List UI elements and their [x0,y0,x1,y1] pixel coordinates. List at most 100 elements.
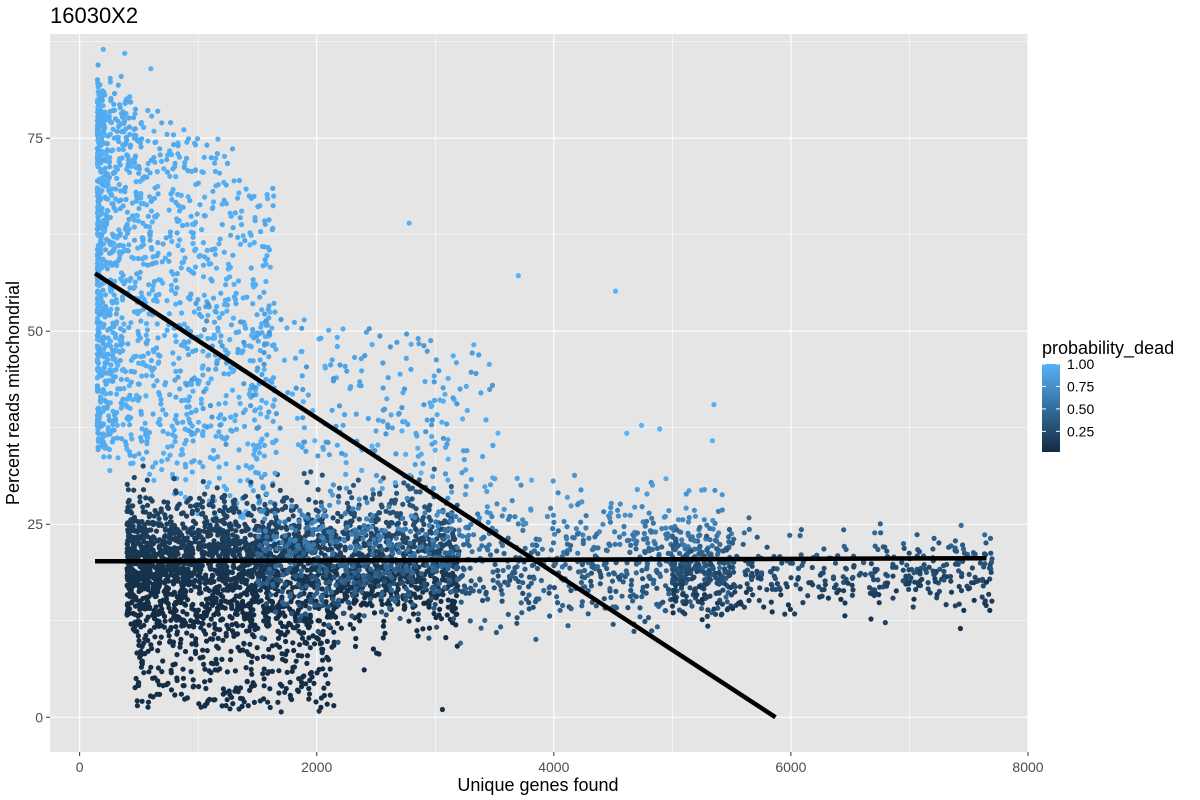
data-point [190,677,196,683]
data-point [240,610,246,616]
data-point [208,566,214,572]
data-point [94,226,100,232]
data-point [258,411,264,417]
data-point [424,562,430,568]
data-point [119,315,125,321]
data-point [190,388,196,394]
data-point [196,586,202,592]
data-point [234,631,240,637]
data-point [392,500,398,506]
data-point [160,241,166,247]
data-point [233,608,239,614]
data-point [421,402,427,408]
data-point [240,564,246,571]
data-point [134,703,140,709]
data-point [231,565,237,571]
data-point [242,322,248,328]
data-point [143,509,149,515]
data-point [111,323,117,329]
data-point [209,414,215,420]
data-point [120,422,126,428]
data-point [261,442,267,448]
data-point [104,147,110,153]
data-point [237,593,243,600]
data-point [433,357,439,363]
scatter-points [94,46,995,715]
data-point [209,205,215,211]
data-point [429,402,435,409]
data-point [233,426,240,432]
data-point [110,126,116,132]
data-point [139,698,145,704]
data-point [342,412,348,418]
data-point [262,311,268,317]
data-point [273,592,279,598]
data-point [138,200,144,206]
data-point [383,431,389,437]
data-point [105,335,111,341]
data-point [179,447,185,453]
data-point [144,477,150,483]
data-point [230,225,236,231]
data-point [321,692,327,699]
data-point [262,501,268,508]
data-point [126,124,133,130]
data-point [369,496,375,502]
data-point [159,563,165,570]
data-point [173,339,179,345]
data-point [94,423,100,429]
data-point [410,611,417,617]
data-point [168,514,174,520]
data-point [214,304,220,310]
data-point [209,247,215,253]
data-point [174,545,181,552]
data-point [99,148,105,154]
data-point [422,504,428,510]
data-point [350,506,356,512]
data-point [180,419,186,425]
data-point [194,507,200,513]
data-point [112,196,119,202]
data-point [232,418,238,424]
data-point [290,513,296,519]
data-point [267,309,273,315]
data-point [125,504,131,510]
data-point [105,196,111,202]
data-point [181,553,187,559]
data-point [253,588,259,594]
data-point [218,617,224,623]
data-point [245,512,251,518]
data-point [264,615,271,621]
data-point [267,550,274,557]
data-point [201,628,207,634]
data-point [113,334,119,340]
data-point [241,381,247,387]
data-point [110,108,116,114]
data-point [252,565,259,571]
data-point [154,618,161,624]
data-point [177,640,183,646]
data-point [369,341,375,348]
data-point [471,342,477,348]
data-point [168,670,174,676]
data-point [251,518,257,524]
data-point [174,574,180,580]
data-point [233,579,239,585]
data-point [223,586,229,592]
data-point [247,387,253,393]
data-point [404,535,410,541]
data-point [138,624,144,630]
data-point [219,703,225,709]
data-point [255,338,261,344]
data-point [284,669,290,676]
data-point [387,605,393,611]
data-point [189,431,195,437]
data-point [214,485,220,491]
data-point [257,405,263,411]
data-point [350,564,356,570]
data-point [227,210,233,216]
data-point [310,580,316,586]
data-point [418,470,424,476]
data-point [123,277,130,283]
data-point [160,683,166,689]
